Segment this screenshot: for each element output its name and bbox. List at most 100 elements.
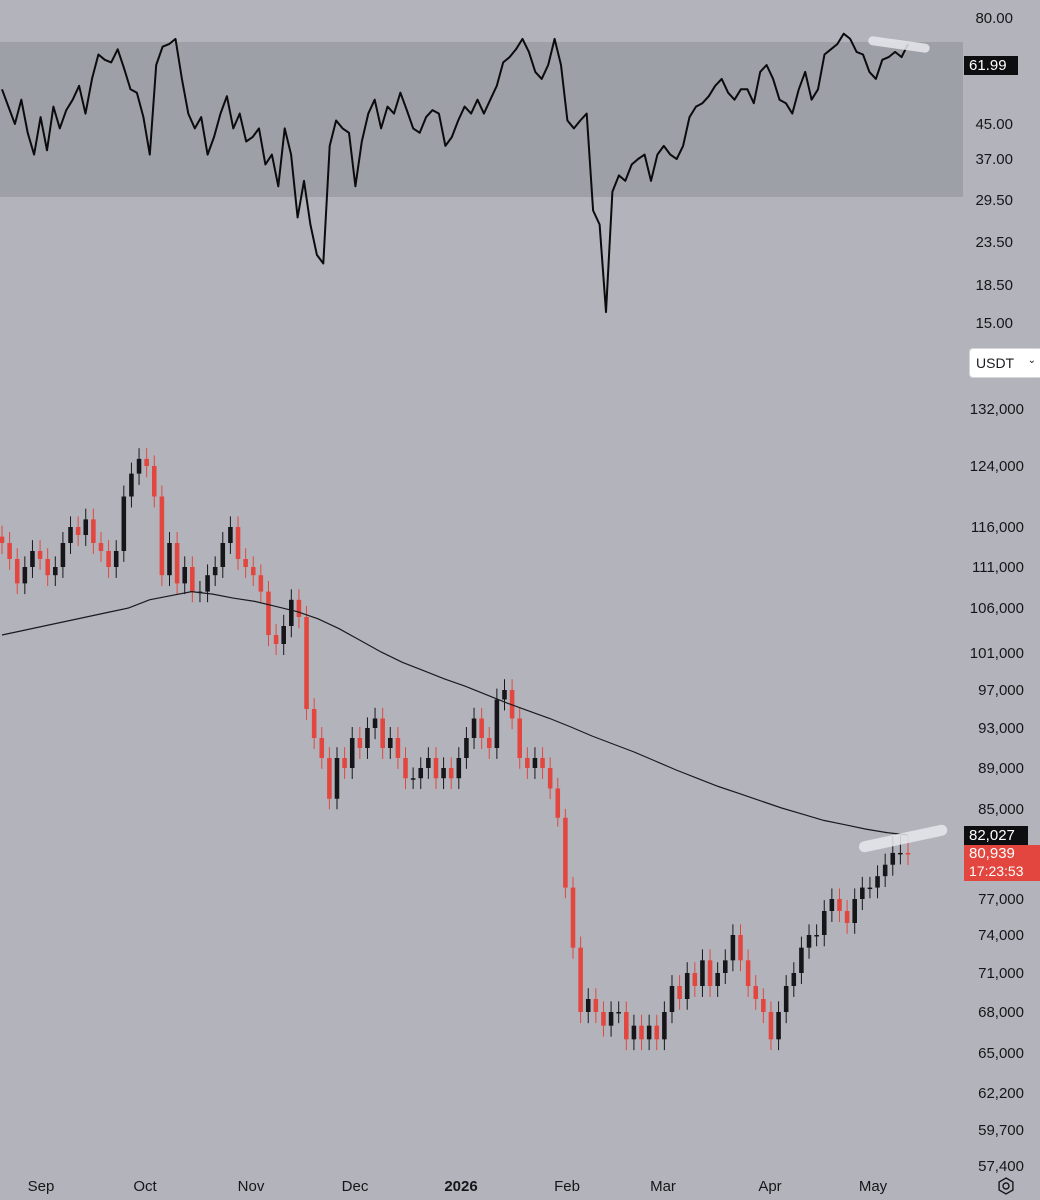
candle-body — [220, 543, 226, 567]
candle-body — [715, 973, 720, 986]
candle-body — [304, 617, 309, 709]
candle-body — [281, 626, 286, 644]
time-axis-label: Oct — [133, 1178, 157, 1195]
candle-body — [319, 738, 325, 758]
last-price-label: 80,939 — [969, 845, 1015, 862]
time-axis-label: May — [859, 1178, 888, 1195]
candle-body — [563, 817, 568, 888]
rsi-axis-tick: 80.00 — [975, 10, 1013, 27]
candle-body — [342, 758, 347, 768]
candle-body — [456, 758, 462, 779]
rsi-axis-tick: 37.00 — [975, 151, 1013, 168]
rsi-line — [1, 32, 909, 314]
candle-body — [654, 1025, 660, 1040]
candle-body — [250, 567, 256, 576]
candle-body — [68, 527, 73, 543]
price-axis-tick: 57,400 — [978, 1158, 1024, 1175]
time-axis-label: 2026 — [444, 1178, 477, 1195]
ma-value-label: 82,027 — [969, 827, 1015, 844]
candle-body — [372, 718, 378, 728]
candle-body — [898, 852, 903, 855]
candle-body — [395, 738, 401, 758]
price-axis-tick: 106,000 — [970, 600, 1024, 617]
candle-body — [45, 559, 50, 576]
candle-body — [776, 1012, 781, 1040]
candle-body — [867, 887, 873, 890]
candle-body — [190, 567, 195, 592]
candle-body — [646, 1025, 652, 1040]
candle-body — [37, 551, 43, 559]
candle-body — [388, 738, 393, 748]
chevron-down-icon: ⌄ — [1027, 355, 1036, 366]
price-axis-tick: 77,000 — [978, 891, 1024, 908]
axes: 80.00 45.00 37.00 29.50 23.50 18.50 15.00 132,0… — [28, 10, 1024, 1195]
candle-body — [60, 543, 66, 567]
candle-body — [684, 973, 690, 999]
candle-body — [722, 960, 728, 973]
candle-body — [624, 1012, 629, 1040]
currency-select[interactable]: USDT ⌄ — [969, 348, 1040, 378]
last-price-badge: 80,939 17:23:53 — [964, 845, 1040, 881]
candle-body — [212, 567, 218, 576]
candle-body — [509, 690, 515, 719]
candle-body — [30, 551, 35, 567]
candle-body — [547, 768, 553, 789]
time-axis-label: Sep — [28, 1178, 55, 1195]
candle-body — [692, 973, 698, 986]
price-axis-tick: 68,000 — [978, 1004, 1024, 1021]
candle-body — [205, 575, 210, 592]
candle-body — [365, 728, 370, 748]
rsi-axis-tick: 23.50 — [975, 234, 1013, 251]
candle-body — [91, 519, 96, 543]
candle-body — [464, 738, 469, 758]
candle-body — [243, 559, 248, 567]
candle-body — [555, 788, 561, 818]
candle-body — [144, 458, 149, 466]
candle-body — [53, 567, 58, 576]
candle-body — [890, 852, 896, 865]
candle-body — [182, 567, 188, 584]
candle-body — [585, 999, 591, 1012]
candle-body — [578, 947, 583, 1012]
candle-body — [639, 1025, 644, 1040]
candle-body — [730, 935, 736, 961]
candle-body — [273, 635, 279, 644]
candle-body — [403, 758, 408, 779]
price-axis-tick: 74,000 — [978, 927, 1024, 944]
candle-body — [418, 768, 424, 779]
candle-body — [738, 935, 743, 961]
candle-body — [821, 911, 827, 935]
gear-icon[interactable] — [996, 1176, 1016, 1196]
price-axis-tick: 132,000 — [970, 401, 1024, 418]
price-axis-tick: 116,000 — [971, 519, 1024, 536]
candle-body — [159, 496, 165, 576]
time-axis-label: Nov — [238, 1178, 265, 1195]
candle-body — [517, 718, 522, 758]
candle-body — [136, 458, 142, 474]
candle-body — [113, 551, 119, 567]
countdown-label: 17:23:53 — [969, 863, 1024, 879]
candle-body — [311, 709, 317, 738]
rsi-trend-highlight — [868, 36, 930, 53]
candle-body — [570, 887, 576, 948]
candle-body — [844, 911, 850, 923]
candle-body — [327, 758, 332, 799]
candle-body — [433, 758, 439, 779]
rsi-value-badge: 61.99 — [964, 56, 1018, 75]
candle-body — [296, 599, 302, 617]
price-axis-tick: 71,000 — [978, 965, 1024, 982]
candle-body — [525, 758, 530, 768]
candle-body — [631, 1025, 637, 1040]
time-axis-label: Dec — [342, 1178, 369, 1195]
time-axis-label: Apr — [758, 1178, 781, 1195]
candle-body — [753, 986, 759, 999]
candle-body — [768, 1012, 774, 1040]
candle-body — [905, 852, 911, 855]
time-axis-label: Mar — [650, 1178, 676, 1195]
price-axis-tick: 65,000 — [978, 1045, 1024, 1062]
price-trend-highlight — [858, 824, 948, 853]
candle-body — [593, 999, 599, 1012]
candle-body — [349, 738, 355, 768]
candle-body — [14, 559, 20, 584]
